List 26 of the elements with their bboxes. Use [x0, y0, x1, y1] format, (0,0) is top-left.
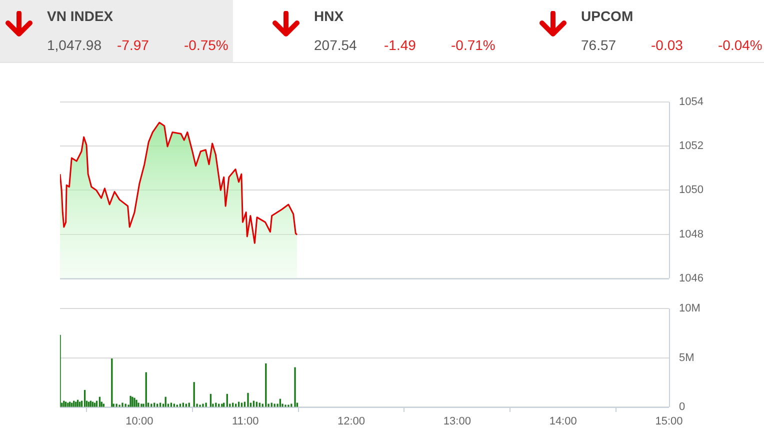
text: 1,047.98: [47, 37, 102, 53]
text: UPCOM: [581, 8, 634, 24]
y-tick-label: 10M: [679, 302, 700, 315]
y-tick-label: 1048: [679, 228, 704, 240]
y-tick-label: 1046: [679, 272, 704, 284]
x-tick-label: 11:00: [232, 416, 259, 428]
x-tick-label: 12:00: [337, 416, 366, 428]
text: -0.03: [651, 37, 683, 53]
y-tick-label: 0: [679, 401, 686, 414]
text: -0.04%: [718, 37, 762, 53]
text: 207.54: [314, 37, 357, 53]
text: 76.57: [581, 37, 616, 53]
x-tick-label: 10:00: [126, 416, 154, 428]
text: -0.71%: [451, 37, 496, 53]
y-tick-label: 1050: [679, 184, 704, 196]
y-tick-label: 5M: [679, 352, 694, 364]
x-tick-label: 14:00: [549, 416, 577, 428]
text: HNX: [314, 8, 344, 24]
text: -1.49: [384, 37, 416, 53]
text: VN INDEX: [47, 8, 114, 24]
text: -7.97: [117, 37, 149, 53]
x-tick-label: 13:00: [443, 416, 471, 428]
x-tick-label: 15:00: [655, 416, 683, 428]
y-tick-label: 1054: [679, 96, 704, 108]
y-tick-label: 1052: [679, 140, 704, 152]
text: -0.75%: [184, 37, 228, 53]
